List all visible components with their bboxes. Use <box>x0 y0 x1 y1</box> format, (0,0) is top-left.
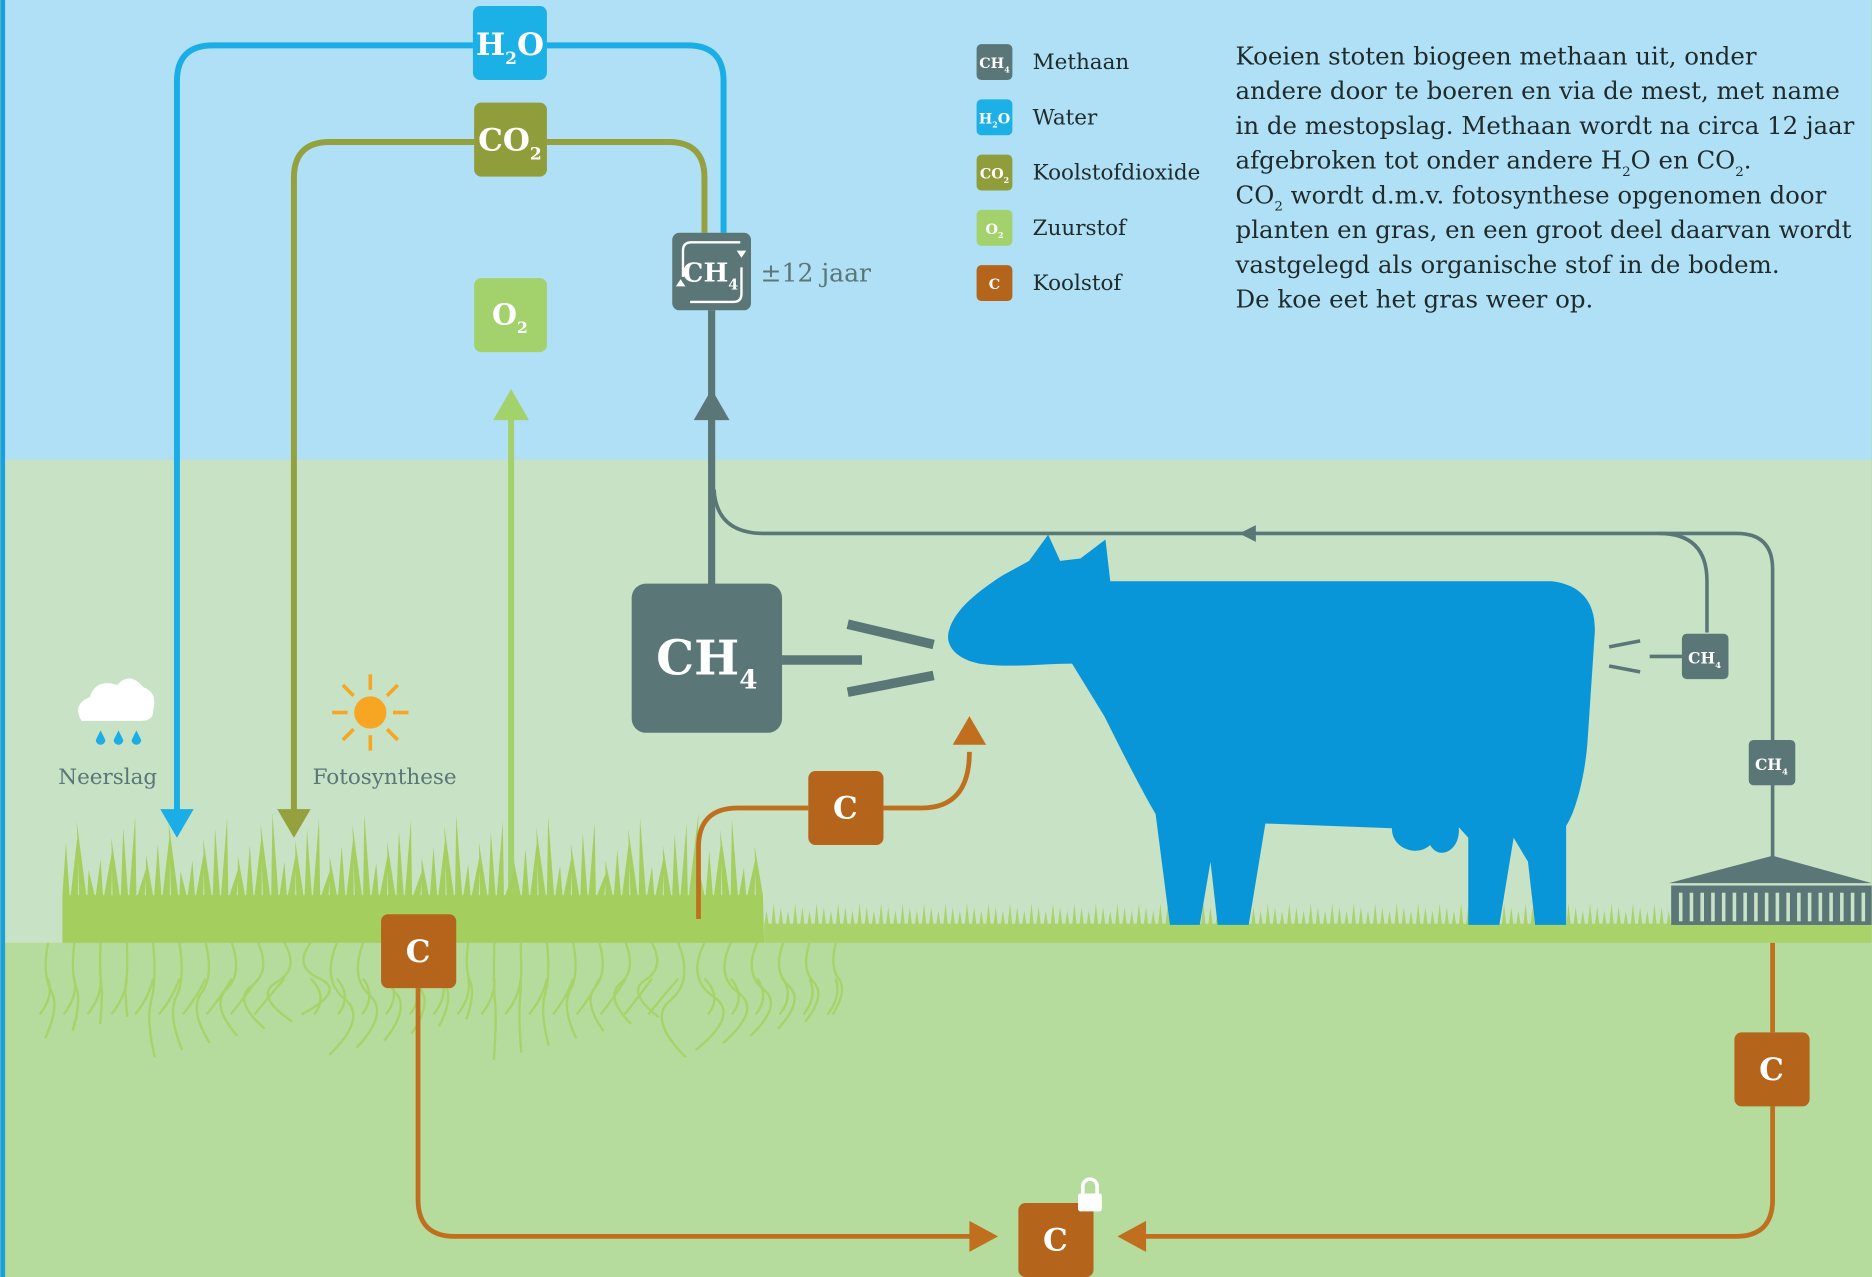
text-part: afgebroken tot onder andere H <box>1236 146 1623 175</box>
legend-label: Koolstofdioxide <box>1033 161 1201 186</box>
subscript: 2 <box>1004 176 1009 185</box>
text-part: Koeien stoten biogeen methaan uit, onder <box>1236 41 1757 70</box>
text-part: O <box>492 298 517 332</box>
c-feed-label: C <box>833 791 858 827</box>
subscript: 2 <box>1735 165 1744 180</box>
subscript: 4 <box>1782 767 1788 777</box>
text-part: O <box>517 27 544 63</box>
text-part: wordt d.m.v. fotosynthese opgenomen door <box>1283 180 1827 209</box>
subscript: 4 <box>1004 65 1010 74</box>
c-roots-label: C <box>406 934 431 970</box>
subscript: 2 <box>998 231 1003 240</box>
text-part: in de mestopslag. Methaan wordt na circa… <box>1236 111 1855 140</box>
page: Methaan cyclus html,body{margin:0;paddin… <box>0 0 1872 1277</box>
circle <box>356 698 385 727</box>
grass-strip <box>764 924 1872 943</box>
text-part: C <box>1043 1223 1068 1259</box>
subscript: 2 <box>517 318 528 337</box>
text-part: vastgelegd als organische stof in de bod… <box>1235 250 1780 279</box>
text-part: CO <box>980 167 1004 183</box>
text-part: planten en gras, en een groot deel daarv… <box>1236 215 1852 244</box>
c-soil-label: C <box>1043 1223 1068 1259</box>
legend-label: Zuurstof <box>1033 216 1128 241</box>
description-line: vastgelegd als organische stof in de bod… <box>1235 250 1780 279</box>
duration: ±12 jaar <box>761 259 871 288</box>
text-part: C <box>406 934 431 970</box>
text-part: O <box>986 222 998 238</box>
text-part: CH <box>1688 649 1715 668</box>
text-part: H <box>476 27 505 63</box>
body: {"boxes":{"water":["H","2","O"],"co2":["… <box>0 0 1872 1277</box>
text-part: . <box>1744 146 1752 175</box>
subscript: 4 <box>728 277 738 294</box>
text-part: C <box>1759 1052 1784 1088</box>
rain-label: Neerslag <box>58 765 157 790</box>
description-line: De koe eet het gras weer op. <box>1236 285 1594 314</box>
text-part: andere door te boeren en via de mest, me… <box>1236 76 1840 105</box>
sun-icon <box>332 674 408 750</box>
text-part: CO <box>1236 180 1275 209</box>
soil <box>0 943 1871 1277</box>
text-part: CH <box>1755 755 1782 774</box>
description-line: Koeien stoten biogeen methaan uit, onder <box>1236 41 1757 70</box>
description-line: andere door te boeren en via de mest, me… <box>1236 76 1840 105</box>
sun-label: Fotosynthese <box>313 765 457 790</box>
text-part: CH <box>979 56 1004 72</box>
diagram: Neerslag Fotosynthese H2O CO2 O2 CH4 ±12… <box>0 0 1872 1277</box>
legend-label: Water <box>1033 105 1098 130</box>
text-part: H <box>979 111 993 127</box>
subscript: 2 <box>1274 200 1283 215</box>
text-part: CO <box>478 122 530 158</box>
text-part: O en CO <box>1631 146 1736 175</box>
subscript: 4 <box>739 665 757 696</box>
subscript: 2 <box>505 49 517 69</box>
subscript: 4 <box>1715 661 1721 671</box>
subscript: 2 <box>1622 165 1631 180</box>
text-part: De koe eet het gras weer op. <box>1236 285 1594 314</box>
text-part: C <box>989 277 1000 293</box>
legend-icon-label: C <box>989 277 1000 293</box>
description-line: planten en gras, en een groot deel daarv… <box>1236 215 1852 244</box>
left-edge <box>0 0 5 1277</box>
text-part: O <box>998 111 1010 127</box>
text-part: C <box>833 791 858 827</box>
text-part: CH <box>656 630 739 686</box>
text-part: CH <box>683 258 729 289</box>
subscript: 2 <box>530 145 542 165</box>
legend-label: Koolstof <box>1033 271 1124 296</box>
c-manure-label: C <box>1759 1052 1784 1088</box>
rect <box>1078 1193 1102 1211</box>
description-line: in de mestopslag. Methaan wordt na circa… <box>1236 111 1855 140</box>
legend-label: Methaan <box>1033 50 1130 75</box>
